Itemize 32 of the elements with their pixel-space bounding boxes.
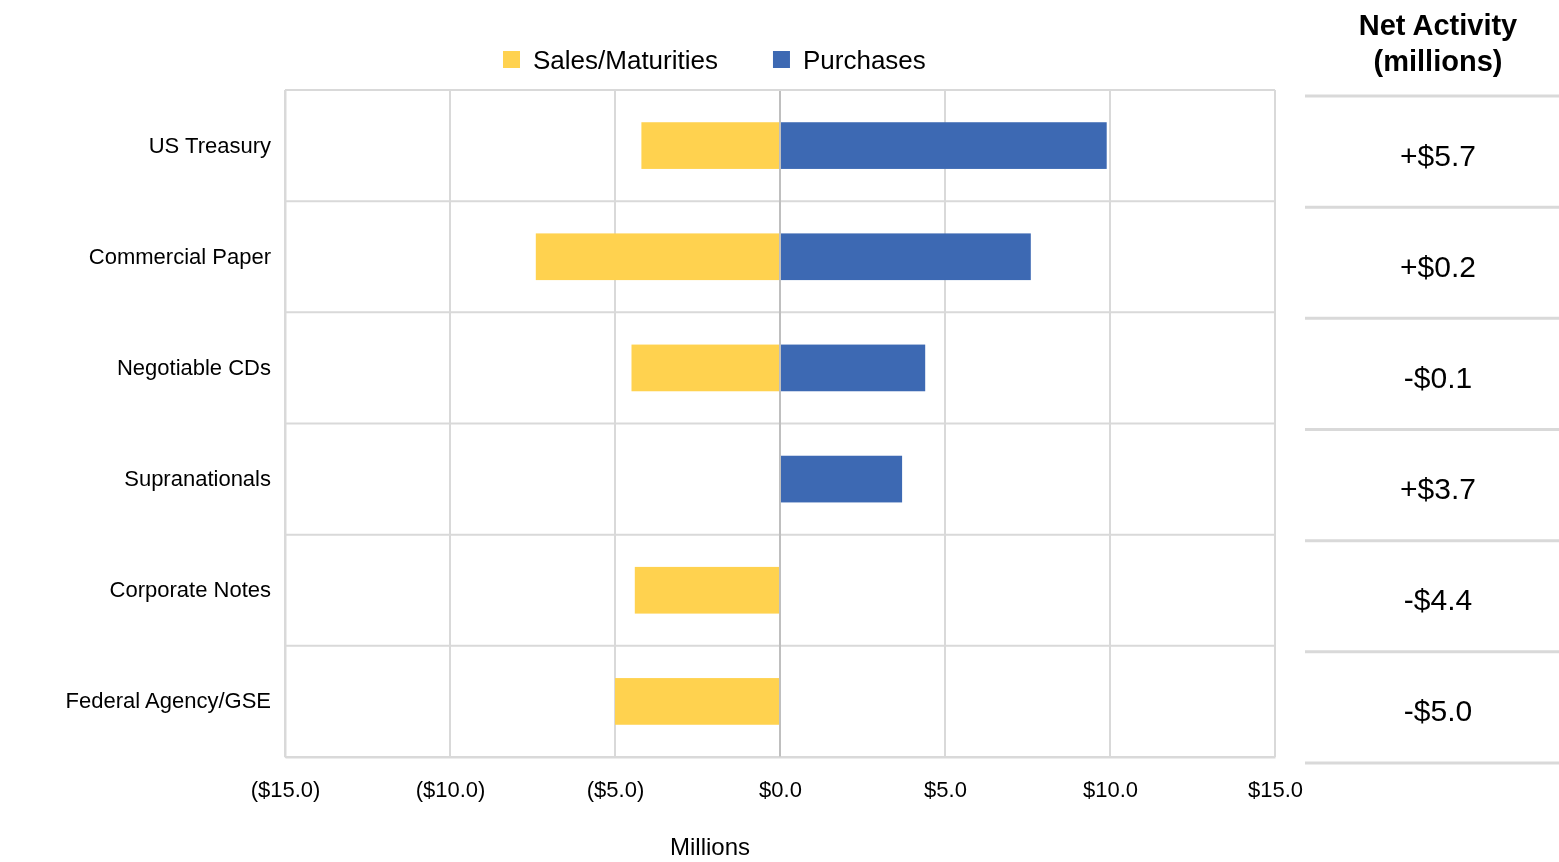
bar — [780, 122, 1107, 169]
text: -$0.1 — [1403, 360, 1473, 394]
text: -$5.0 — [1403, 694, 1473, 728]
x-tick-label: $15.0 — [1247, 776, 1304, 802]
x-tick-label: $0.0 — [759, 776, 802, 802]
text: +$0.2 — [1400, 249, 1476, 283]
legend-label: Sales/Maturities — [533, 45, 718, 75]
text: +$5.7 — [1400, 138, 1476, 172]
x-tick-label: ($5.0) — [586, 776, 645, 802]
y-tick-label: Supranationals — [124, 466, 271, 492]
bar — [535, 233, 780, 281]
bar — [634, 566, 780, 614]
x-tick-label: ($10.0) — [415, 776, 486, 802]
y-tick-label: Commercial Paper — [88, 243, 271, 269]
x-axis-title: Millions — [669, 833, 751, 860]
x-tick-label: $10.0 — [1082, 776, 1139, 802]
x-tick-label: ($15.0) — [250, 776, 321, 802]
bar — [780, 233, 1031, 281]
y-tick-label: Corporate Notes — [109, 577, 271, 603]
y-tick-label: Negotiable CDs — [116, 354, 271, 380]
x-tick-label: $5.0 — [924, 776, 967, 802]
bar — [615, 678, 780, 725]
bar — [780, 455, 903, 503]
y-tick-label: Federal Agency/GSE — [65, 688, 271, 714]
text: Net Activity (millions) — [1358, 9, 1518, 77]
bar — [641, 122, 780, 169]
bar — [780, 344, 926, 392]
text: -$4.4 — [1403, 583, 1473, 617]
bar — [631, 344, 780, 392]
y-tick-label: US Treasury — [148, 132, 271, 158]
legend-label: Purchases — [802, 45, 926, 75]
text: +$3.7 — [1400, 472, 1476, 506]
